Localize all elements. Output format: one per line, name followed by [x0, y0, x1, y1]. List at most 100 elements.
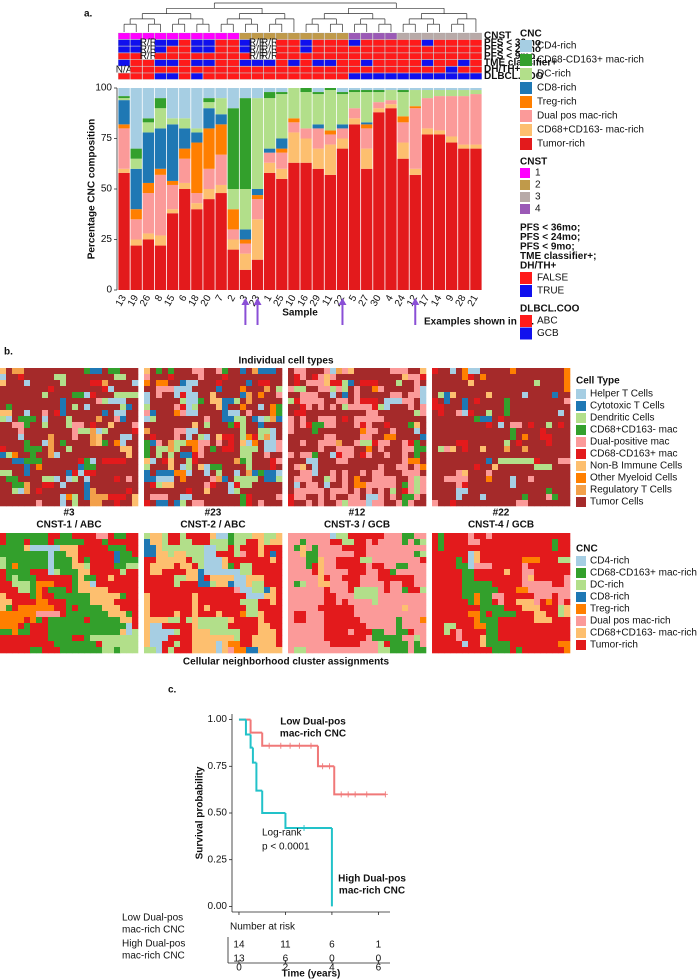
image-pixel: [408, 551, 415, 558]
image-pixel: [408, 494, 415, 501]
image-pixel: [372, 563, 379, 570]
bar-segment: [361, 88, 373, 91]
bar-segment: [421, 88, 434, 91]
image-pixel: [354, 446, 361, 453]
image-pixel: [60, 386, 67, 393]
image-pixel: [72, 392, 79, 399]
image-pixel: [510, 569, 517, 576]
image-pixel: [372, 500, 379, 507]
image-pixel: [288, 617, 295, 624]
image-pixel: [540, 635, 547, 642]
legend-swatch: [576, 425, 586, 435]
image-pixel: [444, 563, 451, 570]
image-pixel: [186, 569, 193, 576]
image-pixel: [402, 368, 409, 375]
image-pixel: [102, 368, 109, 375]
image-pixel: [390, 587, 397, 594]
image-pixel: [30, 569, 37, 576]
image-pixel: [78, 410, 85, 417]
image-pixel: [552, 593, 559, 600]
image-pixel: [258, 464, 265, 471]
image-pixel: [534, 368, 541, 375]
image-pixel: [540, 623, 547, 630]
image-pixel: [354, 488, 361, 495]
image-pixel: [162, 368, 169, 375]
image-pixel: [96, 557, 103, 564]
image-pixel: [246, 605, 253, 612]
image-pixel: [552, 629, 559, 636]
image-pixel: [516, 635, 523, 642]
image-pixel: [516, 641, 523, 648]
image-pixel: [522, 629, 529, 636]
image-pixel: [558, 605, 565, 612]
image-pixel: [150, 605, 157, 612]
image-pixel: [420, 428, 427, 435]
image-pixel: [246, 500, 253, 507]
image-pixel: [234, 464, 241, 471]
image-pixel: [108, 470, 115, 477]
image-pixel: [312, 386, 319, 393]
image-pixel: [288, 575, 295, 582]
image-pixel: [504, 458, 511, 465]
image-pixel: [312, 587, 319, 594]
image-pixel: [300, 428, 307, 435]
image-pixel: [420, 488, 427, 495]
image-pixel: [510, 611, 517, 618]
image-pixel: [462, 494, 469, 501]
image-pixel: [222, 386, 229, 393]
image-pixel: [276, 434, 283, 441]
sample-id: #22: [493, 508, 510, 519]
image-pixel: [144, 545, 151, 552]
image-pixel: [408, 476, 415, 483]
image-pixel: [480, 446, 487, 453]
image-pixel: [528, 446, 535, 453]
bar-segment: [179, 88, 191, 119]
image-pixel: [468, 464, 475, 471]
image-pixel: [204, 428, 211, 435]
image-pixel: [156, 404, 163, 411]
image-pixel: [528, 635, 535, 642]
image-pixel: [108, 488, 115, 495]
image-pixel: [360, 488, 367, 495]
image-pixel: [192, 446, 199, 453]
image-pixel: [234, 641, 241, 648]
image-pixel: [540, 386, 547, 393]
image-pixel: [228, 434, 235, 441]
image-pixel: [234, 368, 241, 375]
image-pixel: [462, 482, 469, 489]
image-pixel: [486, 422, 493, 429]
image-pixel: [462, 404, 469, 411]
image-pixel: [522, 581, 529, 588]
image-pixel: [408, 593, 415, 600]
image-pixel: [546, 533, 553, 540]
image-pixel: [432, 404, 439, 411]
image-pixel: [360, 635, 367, 642]
image-pixel: [450, 569, 457, 576]
image-pixel: [318, 416, 325, 423]
image-pixel: [456, 551, 463, 558]
image-pixel: [36, 599, 43, 606]
image-pixel: [336, 563, 343, 570]
image-pixel: [12, 380, 19, 387]
image-pixel: [528, 575, 535, 582]
image-pixel: [372, 593, 379, 600]
image-pixel: [276, 500, 283, 507]
image-pixel: [48, 398, 55, 405]
image-pixel: [330, 641, 337, 648]
image-pixel: [342, 446, 349, 453]
legend-swatch: [520, 68, 532, 80]
image-pixel: [120, 380, 127, 387]
image-pixel: [264, 488, 271, 495]
heatmap-cell: [397, 46, 410, 53]
image-pixel: [540, 488, 547, 495]
image-pixel: [552, 470, 559, 477]
image-pixel: [408, 563, 415, 570]
image-pixel: [522, 569, 529, 576]
image-pixel: [258, 569, 265, 576]
image-pixel: [228, 386, 235, 393]
image-pixel: [444, 428, 451, 435]
image-pixel: [234, 470, 241, 477]
image-pixel: [498, 539, 505, 546]
image-pixel: [144, 368, 151, 375]
image-pixel: [480, 581, 487, 588]
